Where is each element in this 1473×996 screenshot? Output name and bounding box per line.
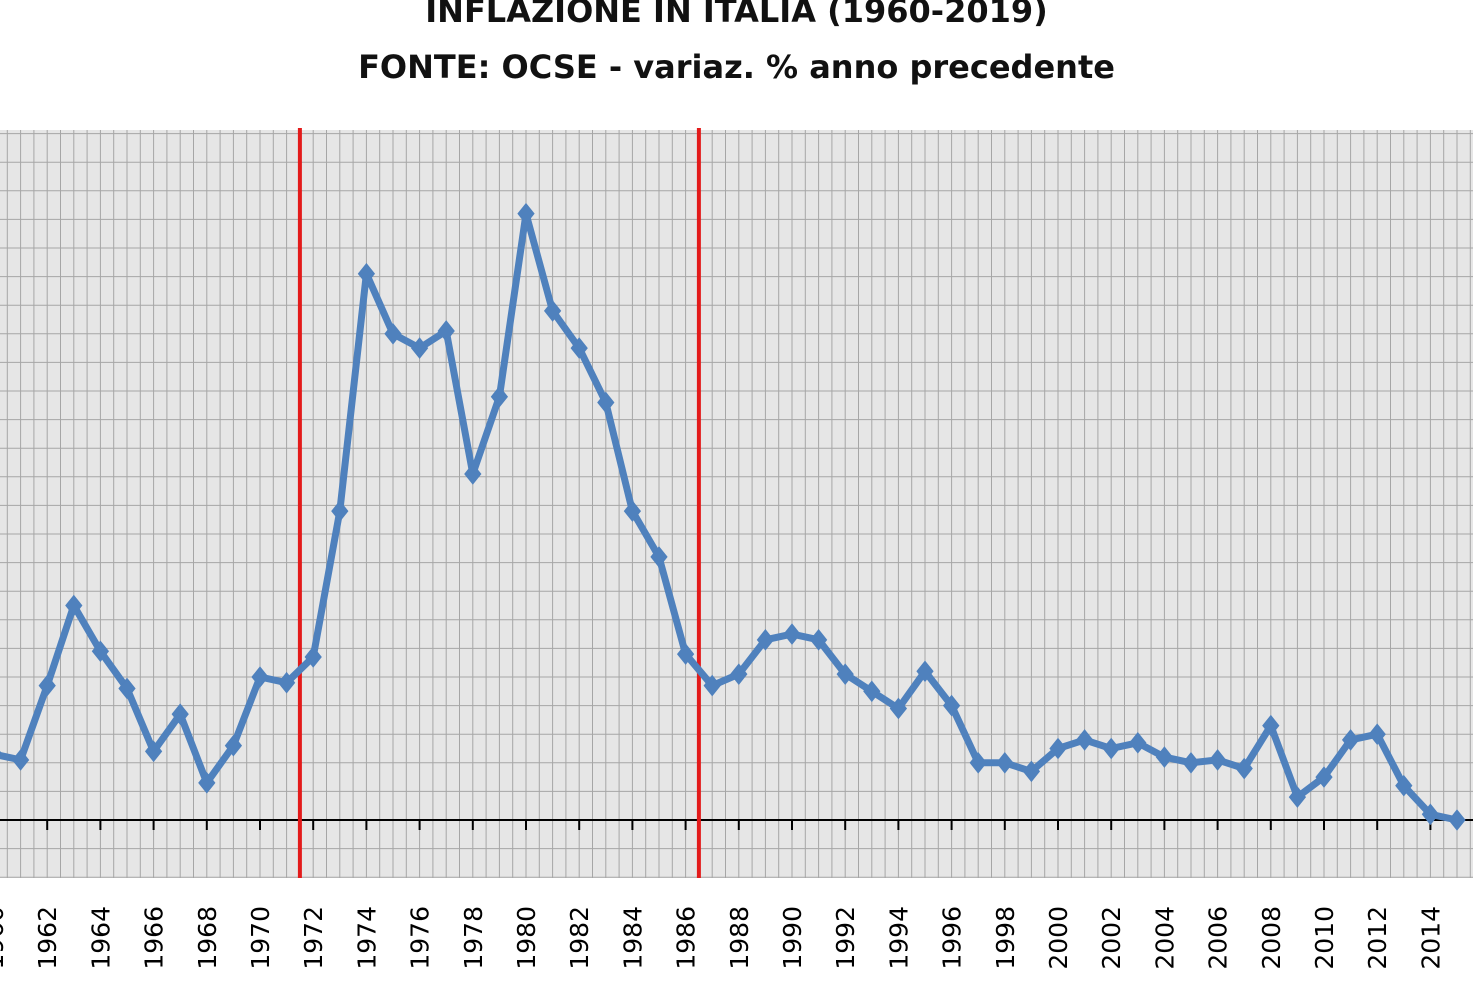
data-point (969, 751, 987, 774)
x-tick-label: 1964 (86, 906, 115, 970)
data-point (198, 772, 216, 794)
data-point (1208, 749, 1227, 771)
data-point (1315, 766, 1333, 788)
data-point (1421, 803, 1440, 826)
data-point (809, 629, 828, 651)
data-point (1235, 757, 1253, 780)
x-tick-label: 1990 (778, 906, 807, 970)
x-tick-label: 2000 (1044, 906, 1073, 970)
gridlines (0, 130, 1473, 878)
data-point (517, 202, 535, 225)
data-point (1155, 746, 1174, 768)
data-point (384, 322, 402, 345)
x-tick-label: 2002 (1097, 906, 1126, 970)
data-point (942, 694, 961, 717)
x-tick-label: 2006 (1204, 906, 1233, 970)
data-point (730, 663, 748, 685)
x-tick-label: 1996 (938, 906, 967, 970)
x-tick-label: 1998 (991, 906, 1020, 970)
x-tick-label: 2012 (1363, 906, 1392, 970)
data-point (91, 640, 110, 663)
data-point (38, 674, 56, 697)
x-tick-label: 2008 (1257, 906, 1286, 970)
data-point (1341, 729, 1360, 751)
data-point (570, 337, 588, 359)
x-tick-label: 1968 (193, 906, 222, 970)
data-point (357, 262, 376, 285)
x-tick-label: 1988 (725, 906, 754, 970)
data-point (703, 674, 721, 697)
data-point (118, 677, 136, 700)
x-tick-label: 1976 (406, 906, 435, 970)
x-tick-label: 1978 (459, 906, 488, 970)
data-point (597, 391, 615, 414)
data-point (1102, 737, 1120, 760)
data-point (65, 594, 83, 617)
data-point (1049, 737, 1067, 760)
data-point (863, 680, 881, 703)
data-point (623, 500, 642, 522)
data-point (464, 463, 482, 485)
x-tick-label: 1980 (512, 906, 541, 970)
chart-subtitle: FONTE: OCSE - variaz. % anno precedente (358, 48, 1115, 86)
data-point (756, 629, 775, 651)
x-tick-label: 1966 (140, 906, 169, 970)
data-point (410, 337, 429, 359)
x-tick-label: 2014 (1416, 906, 1445, 970)
data-point (676, 643, 695, 665)
x-tick-label: 1970 (246, 906, 275, 970)
data-point (171, 703, 189, 725)
data-point (1075, 729, 1094, 751)
x-tick-label: 1984 (618, 906, 647, 970)
data-point (144, 740, 163, 763)
data-point (490, 385, 509, 408)
data-point (1368, 723, 1386, 746)
data-point (1182, 751, 1200, 774)
x-tick-label: 1986 (672, 906, 701, 970)
data-point (1022, 760, 1041, 783)
x-tick-label: 1992 (831, 906, 860, 970)
x-tick-label: 2004 (1150, 906, 1179, 970)
data-point (1448, 809, 1466, 831)
data-point (543, 300, 562, 322)
data-point (11, 749, 30, 771)
x-tick-label: 1982 (565, 906, 594, 970)
x-tick-label: 1962 (33, 906, 62, 970)
chart-title: INFLAZIONE IN ITALIA (1960-2019) (425, 0, 1048, 30)
data-point (996, 751, 1014, 774)
data-point (1288, 786, 1307, 808)
x-tick-label: 1960 (0, 906, 9, 970)
data-point (1129, 731, 1147, 754)
data-point (277, 671, 296, 694)
x-tick-label: 2010 (1310, 906, 1339, 970)
x-tick-label: 1994 (884, 906, 913, 970)
x-tick-label: 1972 (299, 906, 328, 970)
data-point (331, 500, 349, 522)
data-point (889, 697, 908, 720)
data-point (1262, 714, 1280, 737)
data-point (251, 666, 269, 688)
data-point (916, 660, 934, 683)
plot-background (0, 130, 1473, 878)
data-point (836, 663, 854, 685)
data-point (650, 546, 668, 568)
data-point (783, 623, 801, 645)
data-point (224, 734, 243, 757)
data-point (437, 320, 455, 342)
data-point (304, 646, 322, 668)
data-point (1395, 774, 1413, 797)
data-point (0, 750, 3, 758)
x-tick-label: 1974 (352, 906, 381, 970)
